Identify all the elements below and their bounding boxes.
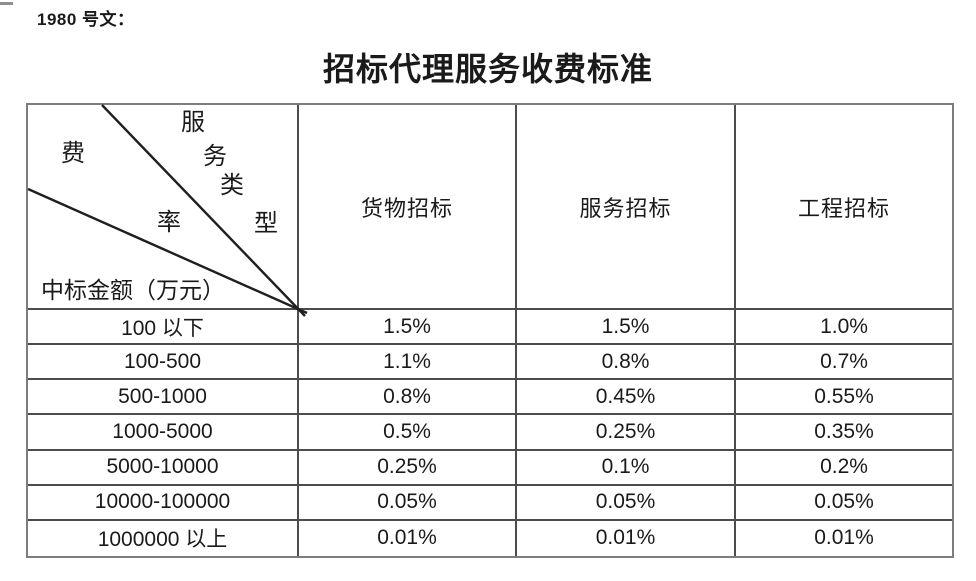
table-cell: 1.5%: [299, 310, 517, 346]
table-cell: 1.0%: [736, 310, 952, 346]
service-type-char: 服: [181, 110, 205, 136]
table-cell: 0.35%: [736, 415, 952, 451]
table-cell: 0.25%: [517, 415, 736, 451]
fee-rate-table: 服 务 类 型 费 率 中标金额（万元） 货物招标 服务招标 工程招标 100 …: [26, 103, 954, 558]
table-cell: 0.45%: [517, 380, 736, 416]
table-cell: 0.55%: [736, 380, 952, 416]
page-edge-mark: [0, 2, 13, 5]
table-cell: 0.1%: [517, 450, 736, 486]
table-cell: 0.05%: [517, 485, 736, 521]
table-cell: 0.8%: [299, 380, 517, 416]
column-header-engineering: 工程招标: [736, 105, 952, 310]
row-label: 1000-5000: [28, 415, 299, 451]
row-label: 100 以下: [28, 310, 299, 346]
bid-amount-axis-label: 中标金额（万元）: [41, 278, 225, 303]
row-label: 500-1000: [28, 380, 299, 416]
service-type-char: 型: [254, 211, 278, 237]
table-cell: 0.25%: [299, 450, 517, 486]
row-label: 5000-10000: [28, 450, 299, 486]
fee-rate-char: 费: [61, 141, 85, 167]
diagonal-header-cell: 服 务 类 型 费 率 中标金额（万元）: [27, 104, 308, 317]
table-cell: 1.1%: [299, 345, 517, 381]
row-label: 10000-100000: [28, 485, 299, 521]
column-header-service: 服务招标: [517, 105, 736, 310]
service-type-char: 务: [203, 144, 227, 170]
table-cell: 0.7%: [736, 345, 952, 381]
table-cell: 1.5%: [517, 310, 736, 346]
document-number-note: 1980 号文：: [37, 10, 135, 29]
fee-rate-char: 率: [157, 210, 181, 236]
table-cell: 0.01%: [517, 520, 736, 556]
table-cell: 0.2%: [736, 451, 952, 486]
row-label: 1000000 以上: [28, 520, 299, 556]
table-cell: 0.05%: [299, 485, 517, 521]
service-type-char: 类: [220, 173, 244, 199]
table-cell: 0.5%: [299, 415, 517, 451]
page-title: 招标代理服务收费标准: [322, 51, 653, 87]
table-cell: 0.05%: [736, 486, 952, 521]
table-cell: 0.8%: [517, 345, 736, 381]
table-cell: 0.01%: [299, 520, 517, 556]
column-header-goods: 货物招标: [299, 105, 517, 310]
table-cell: 0.01%: [814, 526, 874, 550]
row-label: 100-500: [28, 345, 299, 381]
